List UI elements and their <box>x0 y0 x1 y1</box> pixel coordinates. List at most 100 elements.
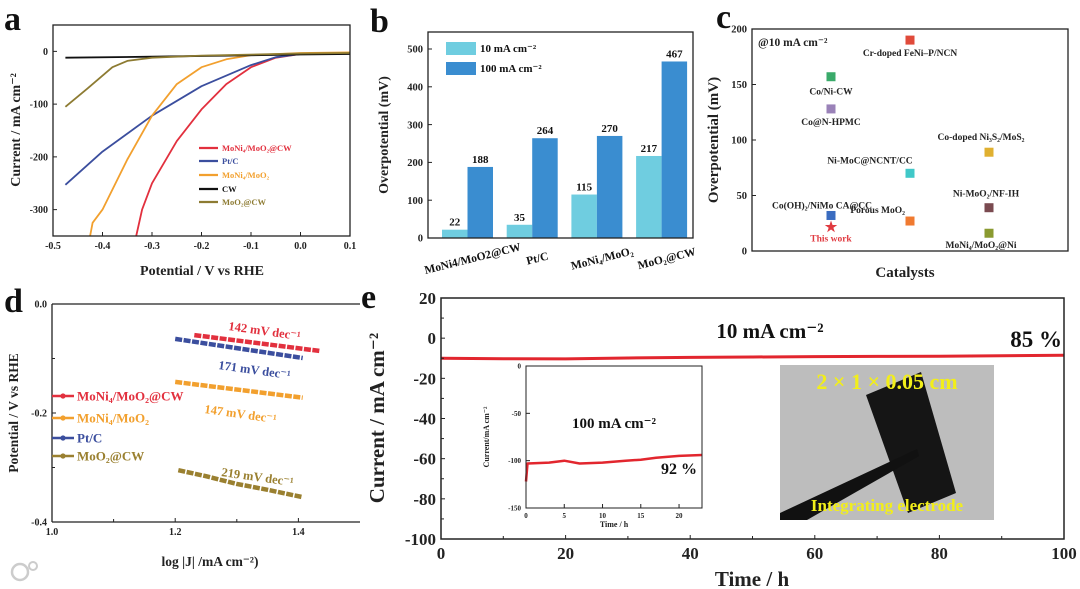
x-tick-label: 15 <box>637 512 645 520</box>
y-tick-label: 100 <box>407 196 423 207</box>
y-tick-label: -200 <box>30 152 48 163</box>
y-tick-label: 200 <box>731 25 747 36</box>
panel-letter-c: c <box>716 0 731 36</box>
tafel-line-1 <box>174 379 303 400</box>
y-tick-label: 400 <box>407 82 423 93</box>
inset-retention-label: 92 % <box>661 461 697 478</box>
legend-label: MoO₂@CW <box>222 197 266 207</box>
x-tick-label: 0 <box>524 512 528 520</box>
y-tick-label: 0 <box>43 47 48 58</box>
point-label: Ni-MoC@NCNT/CC <box>827 156 912 166</box>
square-marker <box>826 72 836 82</box>
electrode-photo: 2 × 1 × 0.05 cm Integrating electrode <box>780 365 994 520</box>
category-label: Pt/C <box>525 251 550 268</box>
tafel-line-0 <box>194 332 320 354</box>
x-axis-label: Potential / V vs RHE <box>140 264 264 279</box>
x-tick-label: 100 <box>1051 544 1077 563</box>
x-axis-label: log |J| /mA cm⁻²) <box>162 554 259 569</box>
point-label: This work <box>810 235 852 245</box>
y-tick-label: 0 <box>428 329 437 348</box>
bar-value-label: 270 <box>601 123 618 135</box>
y-axis-label: Potential / V vs RHE <box>6 353 21 473</box>
y-tick-label: -150 <box>508 504 521 512</box>
y-tick-label: -40 <box>413 409 436 428</box>
c-axes: 0 50 100 150 200 Catalysts Overpotential (mV) <box>706 25 935 281</box>
legend-label: MoNi₄/MoO₂@CW <box>77 389 184 404</box>
square-marker <box>984 203 994 213</box>
x-tick-label: 40 <box>682 544 699 563</box>
x-tick-label: 1.4 <box>292 527 305 538</box>
legend-label: Pt/C <box>222 156 239 166</box>
y-tick-label: -100 <box>405 530 436 549</box>
legend-swatch <box>446 62 476 75</box>
square-marker <box>826 104 836 114</box>
electrode-sheet <box>866 372 956 513</box>
photo-size-label: 2 × 1 × 0.05 cm <box>816 369 957 394</box>
point-label: Porous MoO₂ <box>850 206 905 216</box>
tafel-line-3 <box>177 468 302 500</box>
square-marker <box>984 147 994 157</box>
a-axes: 0 -100 -200 -300 -0.5 -0.4 -0.3 -0.2 -0.1 0.0 0.1 P… <box>9 47 356 279</box>
y-tick-label: -100 <box>30 100 48 111</box>
inset-current-density-annotation: 100 mA cm⁻² <box>572 416 657 432</box>
inset-background <box>526 366 702 508</box>
b-axes: 0 100 200 300 400 500 Overpotential (mV) <box>377 45 432 245</box>
x-tick-label: 0.1 <box>344 241 357 252</box>
condition-annotation: @10 mA cm⁻² <box>758 37 828 49</box>
point-label: MoNi₄/MoO₂@Ni <box>946 241 1017 251</box>
panel-b-frame <box>427 31 694 239</box>
retention-label: 85 % <box>1010 327 1062 352</box>
y-axis-label: Current/mA cm⁻² <box>482 406 491 468</box>
panel-letter-d: d <box>4 283 23 320</box>
x-tick-label: -0.4 <box>95 241 111 252</box>
y-tick-label: 0 <box>518 362 522 370</box>
square-marker <box>905 168 915 178</box>
y-tick-label: 300 <box>407 120 423 131</box>
panel-letter-a: a <box>4 1 21 38</box>
x-tick-label: 80 <box>931 544 948 563</box>
x-axis-label: Time / h <box>600 520 629 529</box>
legend-label: MoNi₄/MoO₂@CW <box>222 143 292 153</box>
y-tick-label: -100 <box>508 457 521 465</box>
x-tick-label: 20 <box>557 544 574 563</box>
legend-label: Pt/C <box>77 431 102 446</box>
x-axis-label: Time / h <box>715 567 790 589</box>
legend-label: MoO₂@CW <box>77 449 144 464</box>
y-tick-label: -60 <box>413 450 436 469</box>
bar-value-label: 264 <box>537 125 554 137</box>
tafel-line-2 <box>174 336 304 361</box>
point-label: Co-doped Ni₃S₂/MoS₂ <box>938 133 1025 143</box>
x-tick-label: 0.0 <box>294 241 307 252</box>
stability-curve <box>440 353 1065 361</box>
bar-value-label: 467 <box>666 48 683 60</box>
bar-value-label: 217 <box>641 143 658 155</box>
point-label: Co/Ni-CW <box>809 88 853 98</box>
y-tick-label: 0.0 <box>35 300 48 311</box>
legend-marker <box>60 393 66 399</box>
bar <box>636 155 662 238</box>
bar <box>442 229 468 238</box>
legend-label: CW <box>222 184 237 194</box>
x-tick-label: 5 <box>563 512 567 520</box>
point-label: Co(OH)₂/NiMo CA@CC <box>772 200 872 211</box>
y-tick-label: 0 <box>742 247 747 258</box>
square-marker <box>826 210 836 220</box>
current-density-annotation: 10 mA cm⁻² <box>716 319 823 343</box>
tweezers <box>780 449 919 520</box>
x-tick-label: 1.0 <box>46 527 59 538</box>
bar <box>661 61 688 238</box>
watermark-logo-icon <box>28 561 38 571</box>
panel-letter-e: e <box>361 279 376 316</box>
x-tick-label: 10 <box>599 512 607 520</box>
y-tick-label: 50 <box>737 191 748 202</box>
inset-frame <box>525 365 703 509</box>
square-marker <box>905 216 915 226</box>
y-tick-label: 150 <box>731 80 747 91</box>
d-axes: 0.0 -0.2 -0.41.0 1.2 1.4 log |J| /mA cm⁻²) Pot… <box>6 300 305 570</box>
x-tick-label: 20 <box>676 512 684 520</box>
y-tick-label: 0 <box>418 234 423 245</box>
bar-value-label: 115 <box>576 182 592 194</box>
y-axis-label: Overpotential (mV) <box>377 76 392 194</box>
